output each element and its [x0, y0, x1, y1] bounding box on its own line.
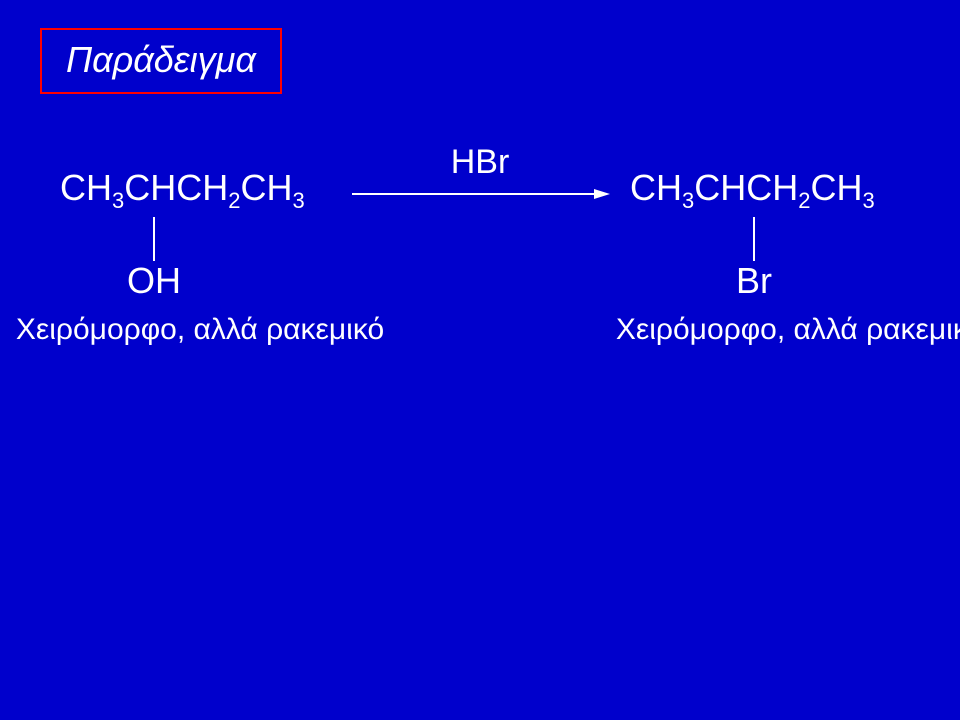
reaction-scheme: CH3CHCH2CH3 HBr CH3CHCH2CH3	[60, 165, 900, 347]
bond-line	[753, 217, 755, 261]
formula-sub: 3	[293, 188, 305, 213]
product-formula-text: CH3CHCH2CH3	[630, 167, 875, 208]
reactant-caption: Χειρόμορφο, αλλά ρακεμικό	[16, 313, 384, 347]
product-substituent-column: Br Χειρόμορφο, αλλά ρακεμικό	[660, 215, 960, 347]
reactant-formula-text: CH3CHCH2CH3	[60, 167, 305, 208]
reagent-label: HBr	[350, 143, 610, 182]
formula-part: CH	[241, 167, 293, 208]
formula-sub: 3	[112, 188, 124, 213]
arrow-icon	[350, 187, 610, 201]
slide: Παράδειγμα CH3CHCH2CH3 HBr CH3CHCH2CH3	[0, 0, 960, 720]
formula-part: CHCH	[124, 167, 228, 208]
product-substituent: Br	[736, 263, 772, 299]
bond-line	[153, 217, 155, 261]
reaction-arrow: HBr	[350, 165, 610, 211]
title-box: Παράδειγμα	[40, 28, 282, 94]
product-caption: Χειρόμορφο, αλλά ρακεμικό	[616, 313, 960, 347]
reaction-row-formulas: CH3CHCH2CH3 HBr CH3CHCH2CH3	[60, 165, 900, 211]
formula-sub: 3	[863, 188, 875, 213]
product-formula: CH3CHCH2CH3	[630, 170, 900, 206]
formula-sub: 2	[798, 188, 810, 213]
formula-part: CH	[630, 167, 682, 208]
reactant-substituent-column: OH Χειρόμορφο, αλλά ρακεμικό	[60, 215, 360, 347]
formula-part: CHCH	[694, 167, 798, 208]
formula-part: CH	[811, 167, 863, 208]
formula-sub: 2	[228, 188, 240, 213]
formula-sub: 3	[682, 188, 694, 213]
slide-title: Παράδειγμα	[66, 39, 256, 80]
reaction-row-substituents: OH Χειρόμορφο, αλλά ρακεμικό Br Χειρόμορ…	[60, 215, 900, 347]
formula-part: CH	[60, 167, 112, 208]
reactant-substituent: OH	[127, 263, 181, 299]
reactant-formula: CH3CHCH2CH3	[60, 170, 330, 206]
